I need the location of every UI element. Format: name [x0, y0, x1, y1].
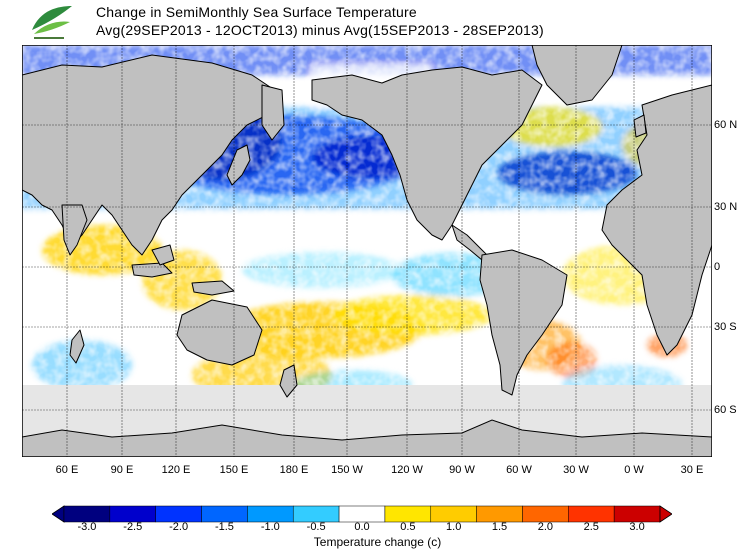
- y-tick-label: 30 S: [714, 321, 737, 333]
- x-tick-label: 30 W: [563, 464, 589, 476]
- colorbar: [52, 505, 672, 523]
- colorbar-tick-label: -2.0: [169, 521, 189, 533]
- x-tick-label: 90 W: [449, 464, 475, 476]
- x-tick-label: 180 E: [279, 464, 309, 476]
- colorbar-swatch: [384, 505, 432, 523]
- colorbar-swatch: [568, 505, 615, 523]
- colorbar-swatch: [201, 505, 248, 523]
- borneo: [151, 244, 175, 266]
- x-tick-label: 120 W: [391, 464, 423, 476]
- madagascar: [69, 329, 85, 364]
- kamchatka: [261, 84, 285, 141]
- colorbar-swatch: [522, 505, 569, 523]
- x-tick-label: 60 W: [506, 464, 532, 476]
- australia: [176, 299, 263, 366]
- colorbar-tick-label: 3.0: [629, 521, 645, 533]
- colorbar-swatch: [613, 505, 661, 523]
- colorbar-tick-label: -2.5: [123, 521, 143, 533]
- colorbar-min-arrow: [52, 505, 65, 523]
- asia-land: [22, 54, 283, 256]
- land-masses: [22, 45, 712, 398]
- gridlines: [22, 45, 712, 457]
- greenland: [531, 45, 623, 106]
- alaska-north-america: [311, 66, 543, 241]
- colorbar-tick-label: 2.0: [537, 521, 554, 533]
- india-peninsula: [61, 204, 88, 256]
- x-tick-label: 60 E: [55, 464, 79, 476]
- map-subtitle: Avg(29SEP2013 - 12OCT2013) minus Avg(15S…: [96, 22, 544, 38]
- south-america: [479, 249, 568, 396]
- x-tick-label: 120 E: [161, 464, 191, 476]
- uk-ireland: [633, 114, 647, 138]
- indonesia: [131, 262, 173, 278]
- map-title: Change in SemiMonthly Sea Surface Temper…: [96, 4, 417, 20]
- colorbar-tick-label: 0.5: [400, 521, 416, 533]
- colorbar-swatch: [292, 505, 340, 523]
- colorbar-swatch: [430, 505, 477, 523]
- colorbar-tick-label: 2.5: [583, 521, 599, 533]
- colorbar-swatch: [63, 505, 111, 523]
- colorbar-tick-label: -1.5: [214, 521, 234, 533]
- leaf-logo-icon: [32, 6, 72, 39]
- colorbar-swatch: [247, 505, 294, 523]
- y-tick-label: 60 N: [714, 119, 738, 131]
- colorbar-swatch: [338, 505, 386, 523]
- new-guinea: [191, 280, 235, 296]
- y-tick-label: 30 N: [714, 201, 738, 213]
- colorbar-tick-label: 1.5: [491, 521, 508, 533]
- colorbar-tick-label: -3.0: [77, 521, 97, 533]
- colorbar-tick-label: -1.0: [260, 521, 280, 533]
- x-tick-label: 150 E: [219, 464, 249, 476]
- colorbar-tick-label: 0.0: [354, 521, 370, 533]
- new-zealand: [279, 364, 298, 398]
- japan: [226, 144, 251, 186]
- europe-africa: [601, 84, 712, 356]
- colorbar-swatch: [109, 505, 156, 523]
- y-tick-label: 60 S: [714, 404, 737, 416]
- x-tick-label: 30 E: [680, 464, 704, 476]
- y-tick-label: 0: [714, 261, 721, 273]
- sst-change-map: [22, 45, 712, 457]
- colorbar-tick-label: 1.0: [446, 521, 462, 533]
- x-tick-label: 90 E: [110, 464, 134, 476]
- x-tick-label: 150 W: [331, 464, 363, 476]
- colorbar-swatch: [476, 505, 523, 523]
- colorbar-label: Temperature change (c): [313, 535, 442, 549]
- colorbar-tick-label: -0.5: [306, 521, 326, 533]
- colorbar-max-arrow: [659, 505, 672, 523]
- x-tick-label: 0 W: [624, 464, 644, 476]
- colorbar-swatch: [155, 505, 202, 523]
